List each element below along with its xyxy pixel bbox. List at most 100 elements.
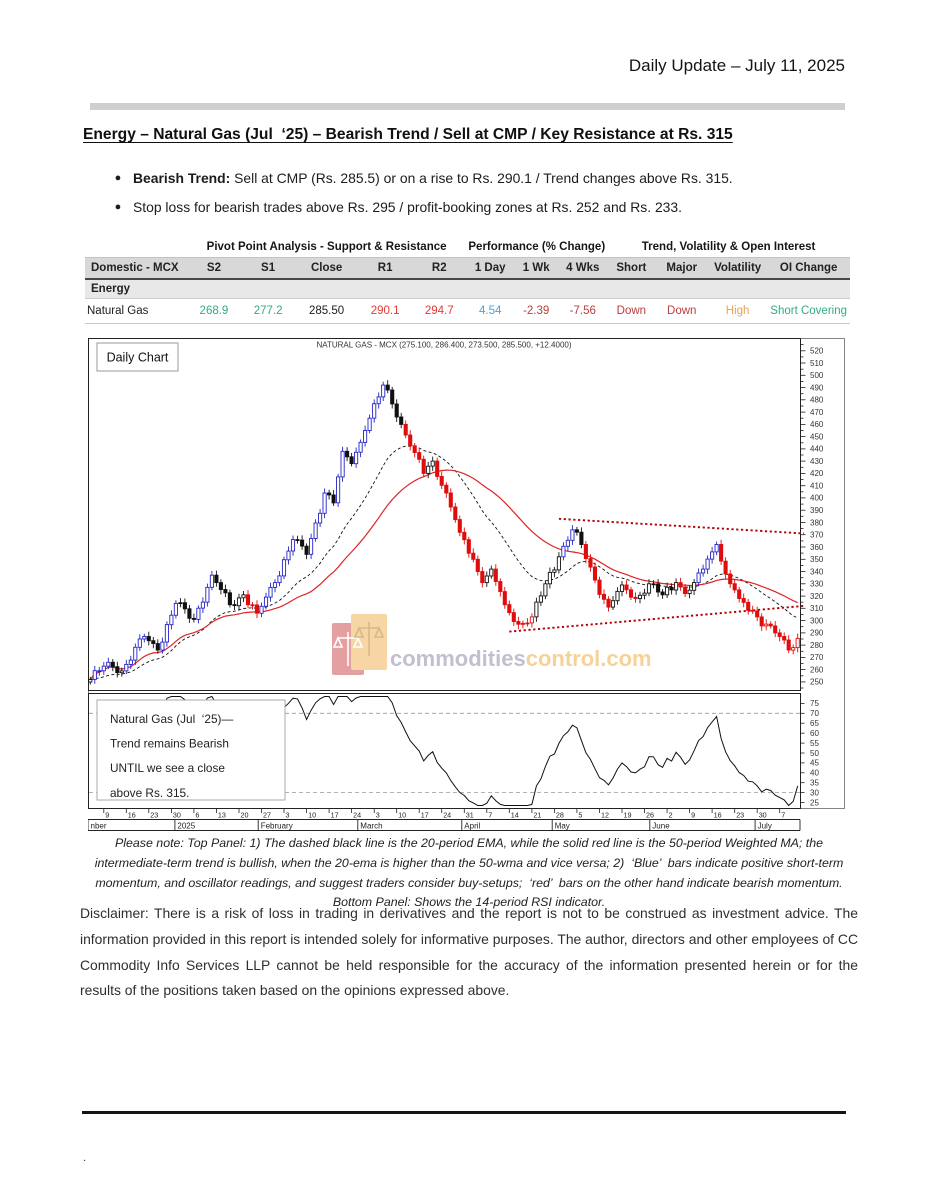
svg-text:above Rs. 315.: above Rs. 315. xyxy=(110,786,189,800)
svg-text:70: 70 xyxy=(810,709,819,718)
row-name: Natural Gas xyxy=(85,299,187,324)
svg-text:45: 45 xyxy=(810,759,819,768)
svg-text:23: 23 xyxy=(150,811,158,820)
svg-text:9: 9 xyxy=(105,811,109,820)
svg-text:280: 280 xyxy=(810,641,824,650)
group-header: Trend, Volatility & Open Interest xyxy=(607,237,850,258)
page-title: Energy – Natural Gas (Jul ‘25) – Bearish… xyxy=(83,126,733,143)
table-cell: Short Covering xyxy=(767,299,850,324)
candles-layer xyxy=(88,380,800,685)
bullet-text: Stop loss for bearish trades above Rs. 2… xyxy=(133,199,682,215)
svg-text:470: 470 xyxy=(810,408,824,417)
table-cell: Down xyxy=(607,299,656,324)
column-header: S2 xyxy=(186,258,242,278)
svg-text:480: 480 xyxy=(810,396,824,405)
svg-text:February: February xyxy=(261,822,293,831)
svg-text:340: 340 xyxy=(810,567,824,576)
column-header: S1 xyxy=(241,258,296,278)
svg-text:30: 30 xyxy=(173,811,181,820)
column-header: Major xyxy=(655,258,708,278)
scales-icon xyxy=(332,632,364,666)
svg-text:5: 5 xyxy=(578,811,582,820)
svg-text:21: 21 xyxy=(533,811,541,820)
svg-text:UNTIL we see a close: UNTIL we see a close xyxy=(110,761,225,775)
svg-text:nber: nber xyxy=(91,822,107,831)
svg-text:290: 290 xyxy=(810,629,824,638)
bullet-marker: ● xyxy=(114,172,122,184)
svg-text:Natural Gas (Jul ‘25)—: Natural Gas (Jul ‘25)— xyxy=(110,712,233,726)
svg-text:50: 50 xyxy=(810,749,819,758)
svg-text:65: 65 xyxy=(810,719,819,728)
svg-text:3: 3 xyxy=(376,811,380,820)
x-axis: 9 16 23 30 6 13 20 27 3 10 17 24 3 10 17 24 31 7 14 21 28 5 12… xyxy=(87,808,801,831)
svg-text:30: 30 xyxy=(759,811,767,820)
svg-text:390: 390 xyxy=(810,506,824,515)
svg-text:60: 60 xyxy=(810,729,819,738)
svg-text:270: 270 xyxy=(810,653,824,662)
svg-text:7: 7 xyxy=(488,811,492,820)
svg-text:6: 6 xyxy=(195,811,199,820)
svg-text:75: 75 xyxy=(810,699,819,708)
column-header: Close xyxy=(295,258,359,278)
column-header: 1 Day xyxy=(466,258,515,278)
svg-text:2: 2 xyxy=(669,811,673,820)
panel-label-box: Daily Chart xyxy=(96,342,179,372)
svg-text:Trend remains Bearish: Trend remains Bearish xyxy=(110,737,229,751)
svg-text:2025: 2025 xyxy=(177,822,195,831)
svg-text:260: 260 xyxy=(810,665,824,674)
column-header: 4 Wks xyxy=(558,258,608,278)
svg-text:26: 26 xyxy=(646,811,654,820)
svg-text:520: 520 xyxy=(810,347,824,356)
table-cell: 277.2 xyxy=(241,299,296,324)
svg-text:440: 440 xyxy=(810,445,824,454)
svg-text:23: 23 xyxy=(736,811,744,820)
svg-text:12: 12 xyxy=(601,811,609,820)
table-cell: High xyxy=(707,299,768,324)
table-cell: -2.39 xyxy=(514,299,559,324)
table-cell: -7.56 xyxy=(558,299,608,324)
column-header: 1 Wk xyxy=(514,258,559,278)
svg-text:March: March xyxy=(360,822,382,831)
svg-text:490: 490 xyxy=(810,383,824,392)
svg-text:28: 28 xyxy=(556,811,564,820)
column-header: R1 xyxy=(358,258,413,278)
svg-text:10: 10 xyxy=(308,811,316,820)
annotation-box: Natural Gas (Jul ‘25)— Trend remains Bear… xyxy=(96,699,286,801)
ema-20-line xyxy=(90,445,798,680)
group-header: Performance (% Change) xyxy=(466,237,608,258)
column-header: Domestic - MCX xyxy=(85,258,187,278)
svg-text:420: 420 xyxy=(810,469,824,478)
svg-text:10: 10 xyxy=(398,811,406,820)
bullet-item: ● Stop loss for bearish trades above Rs.… xyxy=(103,197,843,217)
price-chart: 250 260 270 280 290 300 310 320 330 340 350 360 370 3… xyxy=(87,338,845,831)
svg-text:16: 16 xyxy=(128,811,136,820)
footer-divider-line xyxy=(82,1111,846,1114)
dotted-trendline xyxy=(509,604,805,633)
price-axis: 250 260 270 280 290 300 310 320 330 340 350 360 370 3… xyxy=(800,344,824,689)
column-header: R2 xyxy=(412,258,467,278)
svg-text:7: 7 xyxy=(781,811,785,820)
table-cell: 4.54 xyxy=(466,299,515,324)
svg-text:40: 40 xyxy=(810,769,819,778)
svg-text:April: April xyxy=(464,822,480,831)
svg-text:19: 19 xyxy=(624,811,632,820)
column-header: Short xyxy=(607,258,656,278)
table-cell: 285.50 xyxy=(295,299,359,324)
svg-text:24: 24 xyxy=(443,811,451,820)
svg-text:350: 350 xyxy=(810,555,824,564)
svg-text:35: 35 xyxy=(810,779,819,788)
price-chart-svg: 2502602702802903003103203303403503603703… xyxy=(87,338,845,831)
group-header-spacer xyxy=(85,237,187,258)
table-cell: Down xyxy=(655,299,708,324)
svg-text:500: 500 xyxy=(810,371,824,380)
column-header: OI Change xyxy=(767,258,850,278)
chart-note: Please note: Top Panel: 1) The dashed bl… xyxy=(94,836,844,910)
svg-text:55: 55 xyxy=(810,739,819,748)
svg-text:20: 20 xyxy=(241,811,249,820)
svg-text:460: 460 xyxy=(810,420,824,429)
dotted-trendline xyxy=(558,517,805,535)
group-header: Pivot Point Analysis - Support & Resista… xyxy=(186,237,467,258)
bullet-text: Bearish Trend: Sell at CMP (Rs. 285.5) o… xyxy=(133,170,733,186)
bullet-list: ● Bearish Trend: Sell at CMP (Rs. 285.5)… xyxy=(103,168,843,226)
